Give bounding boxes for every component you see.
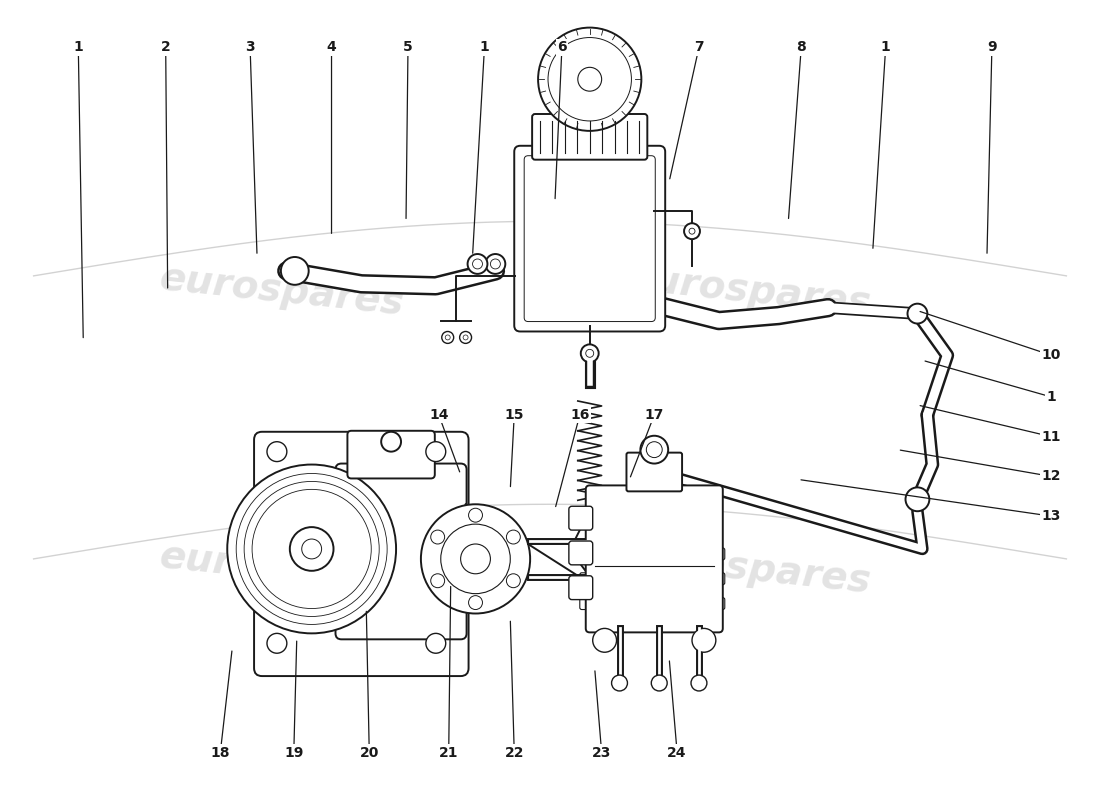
Circle shape bbox=[267, 634, 287, 654]
Text: 7: 7 bbox=[694, 41, 704, 54]
Circle shape bbox=[651, 675, 668, 691]
Text: 3: 3 bbox=[245, 41, 255, 54]
FancyBboxPatch shape bbox=[580, 573, 725, 585]
Circle shape bbox=[431, 530, 444, 544]
Text: 19: 19 bbox=[284, 746, 304, 759]
Text: 11: 11 bbox=[1042, 430, 1062, 444]
Circle shape bbox=[506, 530, 520, 544]
Text: 1: 1 bbox=[881, 41, 891, 54]
Circle shape bbox=[640, 436, 668, 463]
Circle shape bbox=[446, 335, 450, 340]
Circle shape bbox=[578, 67, 602, 91]
Circle shape bbox=[469, 508, 483, 522]
Circle shape bbox=[426, 634, 446, 654]
Text: 8: 8 bbox=[796, 41, 806, 54]
FancyBboxPatch shape bbox=[569, 506, 593, 530]
Text: 1: 1 bbox=[74, 41, 84, 54]
FancyBboxPatch shape bbox=[515, 146, 666, 331]
Circle shape bbox=[468, 254, 487, 274]
Circle shape bbox=[469, 596, 483, 610]
Text: 10: 10 bbox=[1042, 348, 1062, 362]
Circle shape bbox=[289, 527, 333, 571]
Text: eurospares: eurospares bbox=[157, 537, 406, 601]
Text: 14: 14 bbox=[429, 408, 449, 422]
Circle shape bbox=[301, 539, 321, 559]
Circle shape bbox=[581, 344, 598, 362]
Circle shape bbox=[692, 629, 716, 652]
Circle shape bbox=[908, 304, 927, 323]
FancyBboxPatch shape bbox=[348, 430, 435, 478]
Circle shape bbox=[684, 223, 700, 239]
Circle shape bbox=[593, 629, 616, 652]
Circle shape bbox=[905, 487, 930, 511]
Circle shape bbox=[441, 524, 510, 594]
Text: eurospares: eurospares bbox=[157, 259, 406, 322]
FancyBboxPatch shape bbox=[585, 486, 723, 632]
Text: 16: 16 bbox=[570, 408, 590, 422]
FancyBboxPatch shape bbox=[336, 463, 466, 639]
FancyBboxPatch shape bbox=[627, 453, 682, 491]
FancyBboxPatch shape bbox=[532, 114, 647, 160]
Circle shape bbox=[280, 257, 309, 285]
Circle shape bbox=[612, 675, 627, 691]
Text: 20: 20 bbox=[360, 746, 379, 759]
Text: 4: 4 bbox=[327, 41, 337, 54]
Text: 13: 13 bbox=[1042, 509, 1062, 523]
Text: 15: 15 bbox=[505, 408, 524, 422]
Text: 5: 5 bbox=[403, 41, 412, 54]
Text: 21: 21 bbox=[439, 746, 459, 759]
Text: 1: 1 bbox=[1046, 390, 1056, 404]
Text: 23: 23 bbox=[592, 746, 612, 759]
Text: 2: 2 bbox=[161, 41, 170, 54]
Text: 12: 12 bbox=[1042, 470, 1062, 483]
Circle shape bbox=[647, 442, 662, 458]
Circle shape bbox=[491, 259, 501, 269]
Text: 17: 17 bbox=[645, 408, 664, 422]
Text: eurospares: eurospares bbox=[625, 537, 872, 601]
Circle shape bbox=[485, 254, 505, 274]
Circle shape bbox=[463, 335, 469, 340]
FancyBboxPatch shape bbox=[580, 598, 725, 610]
FancyBboxPatch shape bbox=[580, 548, 725, 560]
Text: 18: 18 bbox=[210, 746, 230, 759]
Circle shape bbox=[426, 442, 446, 462]
Circle shape bbox=[460, 331, 472, 343]
FancyBboxPatch shape bbox=[254, 432, 469, 676]
FancyBboxPatch shape bbox=[569, 576, 593, 600]
Circle shape bbox=[689, 228, 695, 234]
Circle shape bbox=[442, 331, 453, 343]
FancyBboxPatch shape bbox=[569, 541, 593, 565]
Circle shape bbox=[267, 442, 287, 462]
Circle shape bbox=[461, 544, 491, 574]
Text: 1: 1 bbox=[480, 41, 490, 54]
Text: 24: 24 bbox=[668, 746, 686, 759]
Circle shape bbox=[538, 28, 641, 131]
Circle shape bbox=[421, 504, 530, 614]
Circle shape bbox=[586, 350, 594, 358]
Circle shape bbox=[691, 675, 707, 691]
Circle shape bbox=[228, 465, 396, 634]
Text: 9: 9 bbox=[987, 41, 997, 54]
Circle shape bbox=[473, 259, 483, 269]
Text: 22: 22 bbox=[505, 746, 524, 759]
Text: eurospares: eurospares bbox=[625, 259, 872, 322]
Circle shape bbox=[382, 432, 402, 452]
Circle shape bbox=[431, 574, 444, 588]
Text: 6: 6 bbox=[557, 41, 566, 54]
Circle shape bbox=[506, 574, 520, 588]
